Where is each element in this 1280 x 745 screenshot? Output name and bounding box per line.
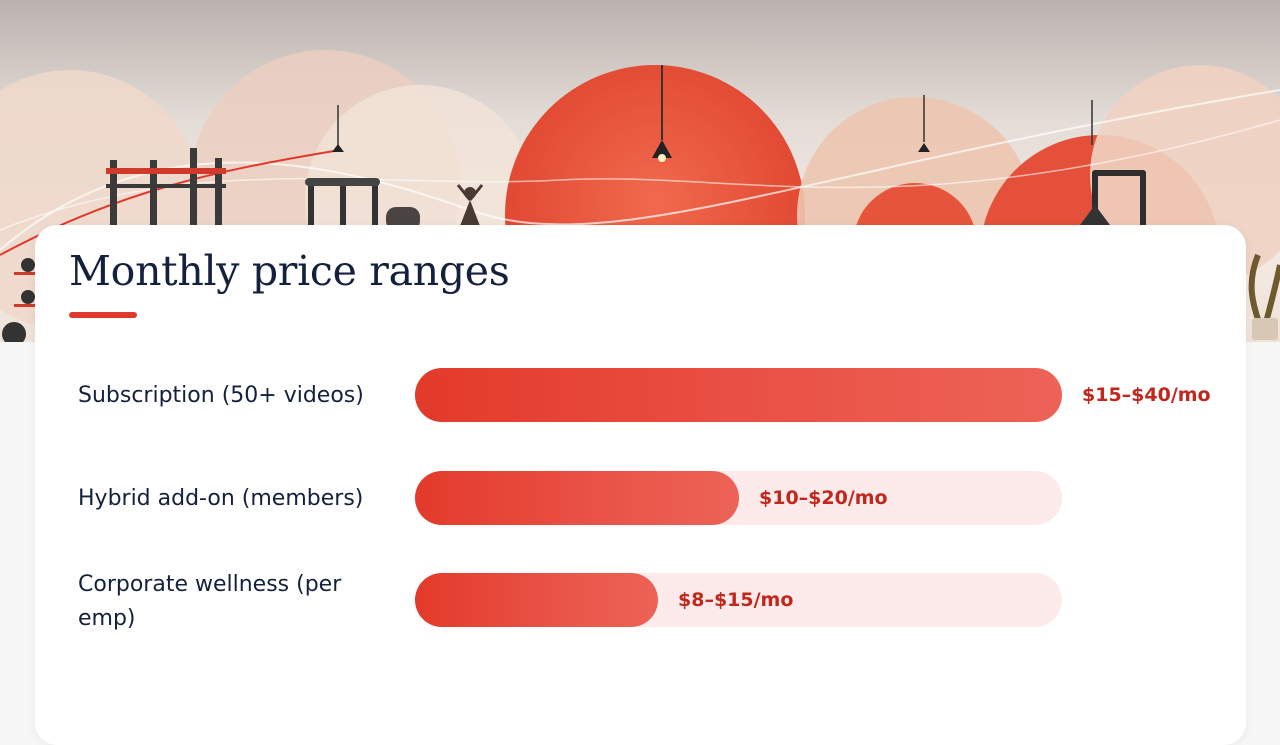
- category-label: Subscription (50+ videos): [78, 383, 364, 408]
- value-label: $15–$40/mo: [1082, 384, 1211, 406]
- plant-icon: [1248, 253, 1280, 340]
- chart-card: Monthly price ranges Subscription (50+ v…: [35, 225, 1246, 745]
- dumbbell-rack-icon: [2, 258, 35, 342]
- bar-fill: [415, 471, 739, 525]
- cable-machine-icon: [305, 178, 380, 228]
- punching-bag-icon: [1080, 170, 1146, 230]
- bar-fill: [415, 573, 658, 627]
- page-title: Monthly price ranges: [69, 247, 510, 295]
- pendant-lamp-icon: [332, 65, 1093, 162]
- value-label: $10–$20/mo: [759, 487, 888, 509]
- yoga-pose-icon: [456, 184, 484, 226]
- category-label: Corporate wellness (per emp): [78, 572, 342, 631]
- bar-track: $8–$15/mo: [415, 573, 1062, 627]
- category-label: Hybrid add-on (members): [78, 486, 364, 511]
- bar-track: $10–$20/mo: [415, 471, 1062, 525]
- value-label: $8–$15/mo: [678, 589, 794, 611]
- title-underline: [69, 312, 137, 318]
- bar-fill: [415, 368, 1062, 422]
- pull-up-rig-icon: [106, 148, 226, 228]
- bar-track: $15–$40/mo: [415, 368, 1211, 422]
